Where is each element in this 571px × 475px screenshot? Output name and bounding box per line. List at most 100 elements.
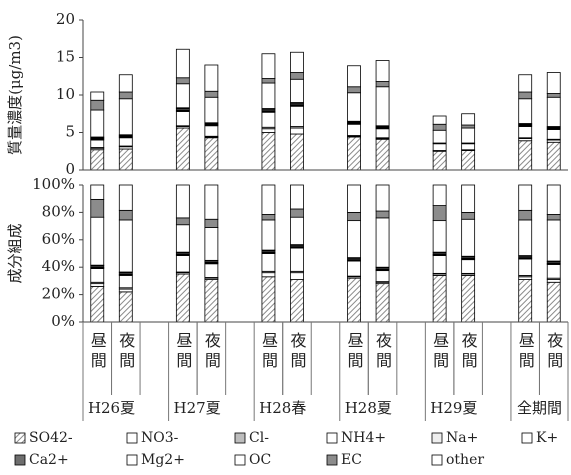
bar-segment bbox=[375, 210, 390, 219]
legend-label: NO3- bbox=[141, 430, 179, 446]
bar-segment bbox=[546, 214, 561, 221]
legend-label: Na+ bbox=[446, 430, 478, 446]
bar-segment bbox=[90, 184, 105, 200]
group-label: H28夏 bbox=[345, 399, 392, 417]
bar-segment bbox=[432, 129, 447, 144]
bar-segment bbox=[175, 48, 190, 79]
bar-segment bbox=[261, 219, 276, 251]
bar-segment bbox=[461, 211, 476, 220]
bar-segment bbox=[261, 184, 276, 215]
bar-segment bbox=[261, 82, 276, 109]
legend-swatch bbox=[326, 432, 338, 444]
bar-segment bbox=[90, 109, 105, 138]
legend-label: SO42- bbox=[29, 430, 73, 446]
legend-swatch bbox=[431, 432, 443, 444]
bar-segment bbox=[290, 51, 304, 73]
bar-segment bbox=[261, 78, 276, 84]
bar-segment bbox=[204, 90, 219, 98]
x-tick-label: 夜間 bbox=[287, 332, 306, 372]
bar-segment bbox=[261, 214, 276, 221]
y-axis-title: 成分組成 bbox=[6, 223, 24, 283]
bar-segment bbox=[204, 184, 219, 220]
bar-segment bbox=[175, 83, 190, 109]
bar-segment bbox=[432, 220, 447, 253]
bar-segment bbox=[175, 217, 190, 226]
bar-segment bbox=[118, 219, 133, 273]
y-tick-label: 100% bbox=[32, 175, 75, 193]
bar-segment bbox=[261, 111, 276, 128]
bar-segment bbox=[461, 184, 476, 213]
legend-label: Cl- bbox=[249, 430, 269, 446]
legend-swatch bbox=[234, 454, 246, 466]
bar-segment bbox=[518, 219, 533, 256]
bar-segment bbox=[546, 141, 561, 171]
x-tick-label: 夜間 bbox=[544, 332, 563, 372]
group-label: H26夏 bbox=[88, 399, 135, 417]
bar-segment bbox=[290, 208, 304, 218]
bar-segment bbox=[261, 128, 276, 133]
bar-segment bbox=[90, 283, 105, 287]
y-tick-label: 5 bbox=[65, 123, 75, 141]
bar-segment bbox=[175, 111, 190, 127]
y-tick-label: 60% bbox=[42, 230, 75, 248]
bar-segment bbox=[347, 136, 361, 171]
y-tick-label: 0 bbox=[65, 160, 75, 178]
bar-segment bbox=[375, 184, 390, 212]
bar-segment bbox=[261, 276, 276, 323]
bar-segment bbox=[518, 209, 533, 221]
legend-swatch bbox=[326, 454, 338, 466]
bar-segment bbox=[118, 148, 133, 171]
bar-segment bbox=[204, 279, 219, 323]
bar-segment bbox=[175, 127, 190, 171]
bar-segment bbox=[347, 123, 361, 136]
bar-segment bbox=[461, 218, 476, 257]
bar-segment bbox=[461, 124, 476, 129]
y-tick-label: 80% bbox=[42, 202, 75, 220]
bar-segment bbox=[118, 98, 133, 136]
bar-segment bbox=[90, 216, 105, 266]
bar-segment bbox=[204, 218, 219, 228]
bar-segment bbox=[347, 220, 361, 259]
legend-swatch bbox=[431, 454, 443, 466]
bar-segment bbox=[518, 184, 533, 211]
bar-segment bbox=[432, 115, 447, 125]
bar-segment bbox=[546, 184, 561, 215]
y-tick-label: 15 bbox=[56, 48, 75, 66]
bar-segment bbox=[90, 99, 105, 111]
bar-segment bbox=[118, 291, 133, 323]
legend-label: Ca2+ bbox=[29, 452, 69, 468]
bar-segment bbox=[375, 270, 390, 282]
bar-segment bbox=[175, 255, 190, 273]
y-tick-label: 10 bbox=[56, 85, 75, 103]
group-label: H29夏 bbox=[430, 399, 477, 417]
legend-label: other bbox=[446, 452, 484, 468]
bar-segment bbox=[518, 126, 533, 139]
bar-segment bbox=[518, 91, 533, 100]
x-tick-label: 昼間 bbox=[345, 332, 364, 372]
bar-segment bbox=[518, 279, 533, 323]
bar-segment bbox=[546, 219, 561, 262]
bar-segment bbox=[375, 283, 390, 323]
bar-segment bbox=[290, 184, 304, 210]
bar-segment bbox=[461, 113, 476, 126]
bar-segment bbox=[461, 275, 476, 323]
bar-segment bbox=[290, 78, 304, 103]
bar-segment bbox=[90, 91, 105, 101]
bar-segment bbox=[518, 258, 533, 276]
y-tick-label: 20 bbox=[56, 10, 75, 28]
bar-segment bbox=[432, 123, 447, 131]
bar-segment bbox=[347, 211, 361, 222]
legend-label: EC bbox=[341, 452, 362, 468]
bar-segment bbox=[518, 98, 533, 124]
bar-segment bbox=[175, 273, 190, 323]
legend-label: OC bbox=[249, 452, 271, 468]
bar-segment bbox=[290, 279, 304, 323]
bar-segment bbox=[347, 260, 361, 277]
bar-segment bbox=[375, 86, 390, 127]
bar-segment bbox=[118, 288, 133, 293]
bar-segment bbox=[204, 125, 219, 137]
legend-swatch bbox=[234, 432, 246, 444]
legend-swatch bbox=[14, 454, 26, 466]
bar-segment bbox=[204, 64, 219, 92]
